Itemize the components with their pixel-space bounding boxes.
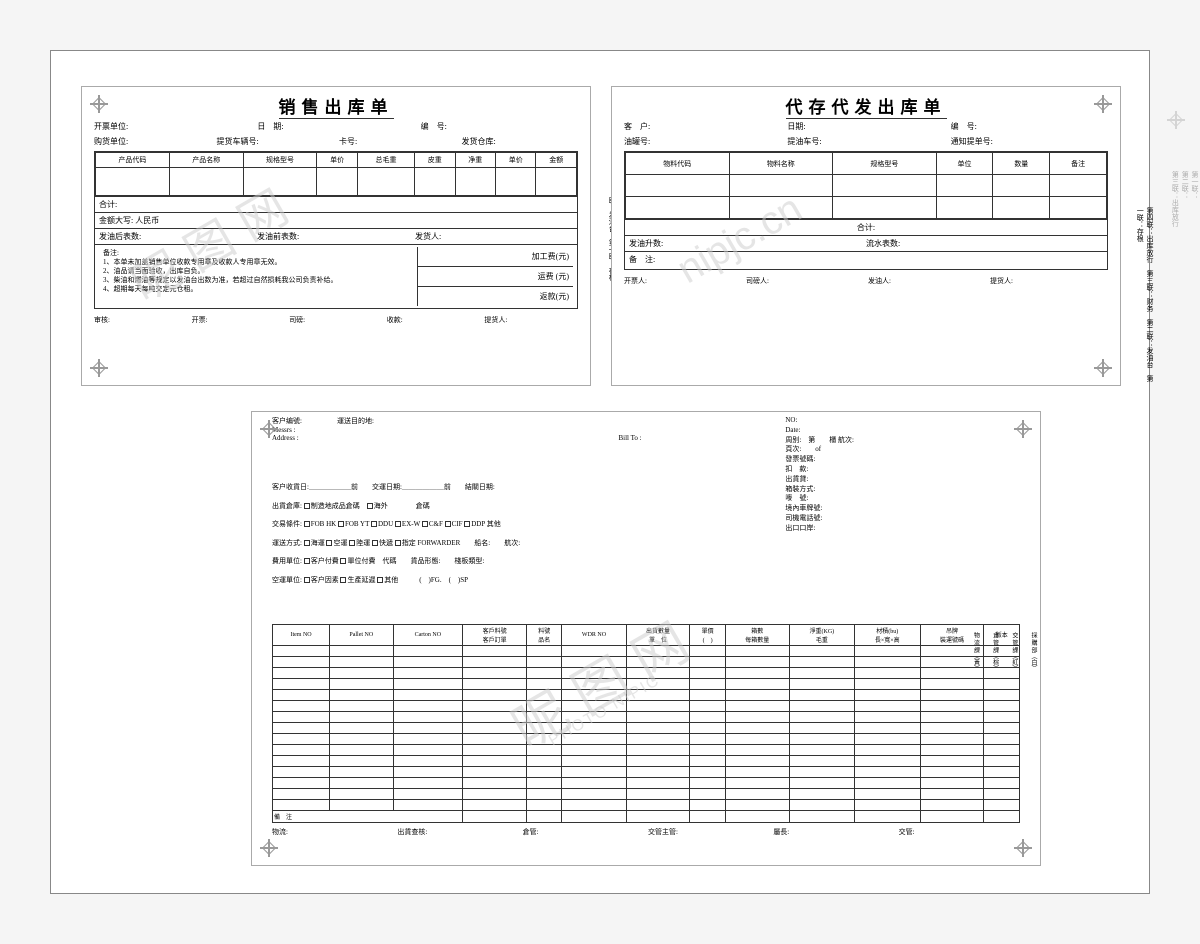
form1-rmb: 金额大写: 人民币 [95,212,577,228]
reg-mark-icon [1014,839,1032,857]
table-header-cell: 出貨數量單 位 [626,624,690,645]
form3-mid: 客户收貨日:＿＿＿＿＿＿前 交運日期:＿＿＿＿＿＿前 結關日期: 出貨倉庫: 制… [252,482,764,585]
table-header-row: Item NOPallet NOCarton NO客戶料號客戶訂單料號品名WDR… [273,624,1020,645]
table-header-cell: 材積(bu)長×寬×高 [855,624,921,645]
table-header-cell: 料號品名 [526,624,561,645]
form1-title: 销售出库单 [279,93,394,119]
form2-copies: 第四联：出库放行 第三联：财务 第二联：发油台 第一联：存根 [1134,207,1154,385]
form2-meter: 发油升数:流水表数: [625,235,1107,251]
table-row [273,667,1020,678]
form1-body: 产品代码产品名称规格型号 单价总毛重皮重 净重单价金额 合计: 金额大写: 人民… [94,151,578,309]
table-row [273,722,1020,733]
form1-header-row2: 购货单位:提货车辆号:卡号:发货仓库: [82,134,590,149]
reg-mark-icon [1014,420,1032,438]
table-row [273,656,1020,667]
form-sales-out: 销售出库单 开票单位:日 期:编 号: 购货单位:提货车辆号:卡号:发货仓库: … [81,86,591,386]
table-row [273,689,1020,700]
form2-total: 合计: [625,219,1107,235]
table-row [273,799,1020,810]
form2-title: 代存代发出库单 [786,93,947,119]
table-header-cell: WDR NO [562,624,626,645]
form3-right-block: NO:Date:周别: 第 櫃 航次: 頁次: of發票號碼:扣 款: 出貨貸:… [769,412,1040,538]
table-row [273,678,1020,689]
form1-meter-row: 发油后表数: 发油前表数: 发货人: [95,228,577,244]
table-header-row: 产品代码产品名称规格型号 单价总毛重皮重 净重单价金额 [96,153,577,168]
table-header-cell: 淨重(KG)毛重 [789,624,854,645]
table-row [273,700,1020,711]
table-row [96,168,577,196]
table-header-cell: 單價( ) [690,624,725,645]
form3-table-wrap: Item NOPallet NOCarton NO客戶料號客戶訂單料號品名WDR… [272,624,1020,823]
form1-notes-fees: 备注: 1、本单未加盖销售单位收款专用章及收款人专用章无效。 2、油品请当面验收… [95,244,577,308]
table-row [626,175,1107,197]
table-row [273,744,1020,755]
page-reg-icon [1167,111,1185,129]
form3-copy-labels: 採 購 部（白）交 管 課（紅）倉 管 課（棕）物 流 課（黃） [970,632,1037,671]
table-row [626,197,1107,219]
form2-header-row2: 油罐号:提油车号:通知提单号: [612,134,1120,149]
table-header-cell: Item NO [273,624,330,645]
reg-mark-icon [260,839,278,857]
form3-table: Item NOPallet NOCarton NO客戶料號客戶訂單料號品名WDR… [272,624,1020,823]
form2-body: 物料代码物料名称规格型号 单位数量备注 合计: 发油升数:流水表数: 备 注: [624,151,1108,270]
table-row [273,766,1020,777]
reg-mark-icon [90,359,108,377]
form-shipping: 客户编號: 運送目的地: Messrs : Address :Bill To :… [251,411,1041,866]
table-header-row: 物料代码物料名称规格型号 单位数量备注 [626,153,1107,175]
reg-mark-icon [1094,95,1112,113]
reg-mark-icon [1094,359,1112,377]
table-row [273,777,1020,788]
reg-mark-icon [260,420,278,438]
reg-mark-icon [90,95,108,113]
table-header-cell: 客戶料號客戶訂單 [463,624,527,645]
table-row [273,755,1020,766]
page-ghost-copies: 第一联：第二联：第三联：出库放行 [1170,171,1199,227]
table-row [273,733,1020,744]
page-canvas: 第一联：第二联：第三联：出库放行 销售出库单 开票单位:日 期:编 号: 购货单… [50,50,1150,894]
form1-header-row1: 开票单位:日 期:编 号: [82,119,590,134]
form2-table: 物料代码物料名称规格型号 单位数量备注 [625,152,1107,219]
form3-footer-sigs: 物流:出貨查核:倉管:交管主管:屬長:交管: [252,825,1040,839]
table-header-cell: Pallet NO [330,624,393,645]
form2-signatures: 开票人:司磅人:发油人:提货人: [612,272,1120,288]
table-row [273,645,1020,656]
form2-remark: 备 注: [625,251,1107,269]
table-row [273,788,1020,799]
table-header-cell: 箱數每箱數量 [725,624,789,645]
form1-total: 合计: [95,196,577,212]
table-row: 備 注 [273,810,1020,822]
form-proxy-out: 代存代发出库单 客 户:日期:编 号: 油罐号:提油车号:通知提单号: 物料代码… [611,86,1121,386]
form1-signatures: 审核:开票:司磅:收款:提货人: [82,311,590,327]
form1-table: 产品代码产品名称规格型号 单价总毛重皮重 净重单价金额 [95,152,577,196]
table-row [273,711,1020,722]
form2-header-row1: 客 户:日期:编 号: [612,119,1120,134]
table-header-cell: Carton NO [393,624,463,645]
